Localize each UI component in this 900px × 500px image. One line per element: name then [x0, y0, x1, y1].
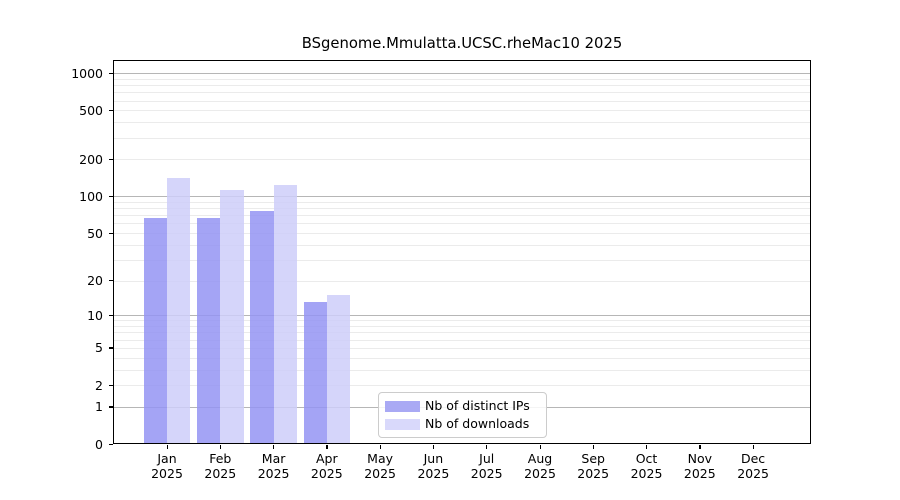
x-tick-mark	[752, 445, 754, 449]
x-tick-label: Apr 2025	[310, 451, 343, 481]
y-tick-label: 50	[87, 225, 103, 241]
x-tick-label: Aug 2025	[524, 451, 556, 481]
bar-nb-of-distinct-ips	[250, 210, 274, 444]
y-tick-mark	[108, 406, 113, 408]
x-tick-mark	[273, 445, 275, 449]
y-tick-mark	[108, 195, 113, 198]
gridline-minor	[113, 122, 811, 124]
y-tick-mark	[108, 280, 113, 282]
gridline-minor	[113, 385, 811, 386]
bar-nb-of-downloads	[326, 295, 351, 444]
x-tick-label: Jan 2025	[151, 451, 183, 481]
x-tick-mark	[646, 445, 648, 449]
legend-label: Nb of distinct IPs	[425, 398, 530, 413]
x-tick-label: Jun 2025	[417, 451, 450, 481]
gridline-minor	[113, 201, 811, 203]
legend-box: Nb of distinct IPs Nb of downloads	[378, 392, 547, 438]
gridline-major	[113, 73, 811, 75]
bar-nb-of-distinct-ips	[303, 302, 327, 444]
gridline-minor	[113, 244, 811, 246]
y-tick-label: 0	[95, 436, 103, 452]
x-tick-mark	[219, 445, 222, 449]
y-tick-mark	[108, 232, 113, 234]
legend-label: Nb of downloads	[425, 416, 530, 431]
gridline-minor	[113, 259, 811, 261]
x-tick-label: Mar 2025	[257, 451, 290, 481]
legend-swatch-nb-of-distinct-ips	[385, 400, 420, 412]
x-tick-mark	[486, 445, 488, 449]
x-tick-mark	[699, 445, 701, 449]
y-tick-label: 500	[79, 102, 103, 118]
x-tick-mark	[592, 445, 594, 449]
gridline-minor	[113, 357, 811, 359]
gridline-minor	[113, 78, 811, 80]
gridline-minor	[113, 320, 811, 322]
y-tick-label: 100	[79, 188, 103, 204]
x-tick-mark	[379, 445, 381, 449]
gridline-minor	[113, 159, 811, 161]
y-tick-mark	[108, 158, 113, 161]
gridline-minor	[113, 137, 811, 139]
bar-nb-of-distinct-ips	[197, 217, 221, 444]
x-tick-label: May 2025	[364, 451, 396, 481]
y-tick-mark	[108, 314, 113, 317]
bar-nb-of-distinct-ips	[143, 217, 167, 444]
bar-nb-of-downloads	[167, 178, 191, 444]
y-tick-mark	[108, 384, 113, 386]
legend-item: Nb of downloads	[385, 417, 540, 431]
x-tick-label: Nov 2025	[683, 451, 716, 481]
bar-nb-of-downloads	[273, 185, 297, 444]
y-tick-label: 10	[87, 307, 103, 323]
y-tick-mark	[108, 443, 113, 445]
chart-title: BSgenome.Mmulatta.UCSC.rheMac10 2025	[301, 35, 623, 52]
x-tick-label: Jul 2025	[470, 451, 503, 481]
gridline-minor	[113, 215, 811, 217]
gridline-minor	[113, 233, 811, 234]
gridline-minor	[113, 85, 811, 87]
x-tick-mark	[326, 445, 328, 449]
y-tick-mark	[108, 72, 113, 74]
legend-swatch-nb-of-downloads	[385, 418, 420, 430]
legend-item: Nb of distinct IPs	[385, 399, 540, 413]
plot-inner	[113, 60, 811, 444]
gridline-minor	[113, 100, 811, 102]
y-tick-label: 200	[79, 151, 103, 167]
x-tick-mark	[432, 445, 435, 449]
gridline-minor	[113, 339, 811, 341]
gridline-minor	[113, 92, 811, 94]
gridline-minor	[113, 280, 811, 282]
gridline-major	[113, 315, 811, 317]
x-tick-mark	[539, 445, 541, 449]
gridline-minor	[113, 332, 811, 334]
gridline-minor	[113, 369, 811, 371]
bar-nb-of-downloads	[220, 190, 244, 444]
x-tick-label: Sep 2025	[577, 451, 610, 481]
gridline-minor	[113, 223, 811, 225]
gridline-minor	[113, 110, 811, 112]
y-tick-label: 2	[95, 377, 103, 393]
y-tick-label: 1	[95, 399, 103, 415]
plot-area	[113, 60, 811, 444]
y-tick-mark	[108, 109, 113, 112]
x-tick-mark	[166, 445, 168, 449]
gridline-minor	[113, 347, 811, 349]
y-tick-label: 20	[87, 273, 103, 289]
gridline-minor	[113, 208, 811, 210]
x-tick-label: Dec 2025	[737, 451, 769, 481]
x-tick-label: Oct 2025	[630, 451, 663, 481]
y-tick-label: 1000	[71, 65, 103, 81]
gridline-minor	[113, 326, 811, 328]
gridline-major	[113, 196, 811, 198]
y-tick-label: 5	[95, 340, 103, 356]
y-tick-mark	[108, 347, 113, 349]
x-tick-label: Feb 2025	[204, 451, 237, 481]
